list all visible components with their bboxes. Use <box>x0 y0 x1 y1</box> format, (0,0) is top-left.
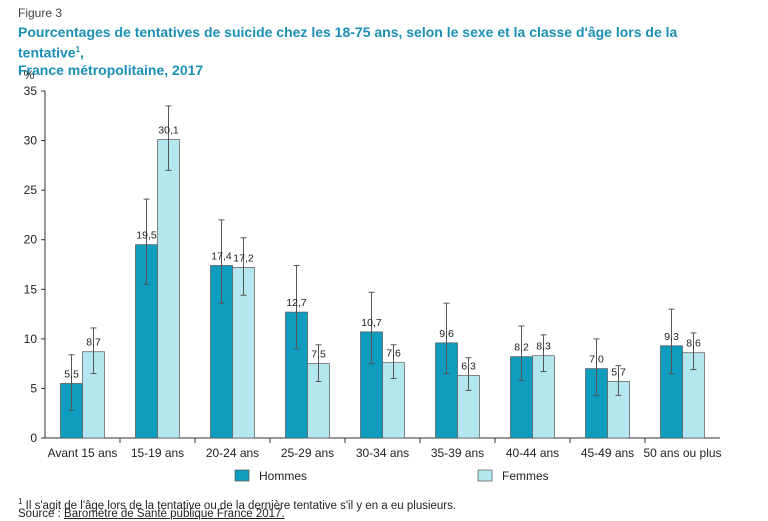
x-tick-label: 30-34 ans <box>356 446 409 460</box>
title-line2: France métropolitaine, 2017 <box>18 61 204 78</box>
legend-hommes-label: Hommes <box>259 469 307 483</box>
bar-femmes <box>157 139 180 439</box>
title-line1: Pourcentages de tentatives de suicide ch… <box>18 24 678 61</box>
chart-title: Pourcentages de tentatives de suicide ch… <box>18 24 678 78</box>
data-label: 30,1 <box>158 125 179 137</box>
data-label: 8,6 <box>686 338 701 350</box>
x-tick-label: 40-44 ans <box>506 446 559 460</box>
data-label: 9,6 <box>439 328 454 340</box>
y-tick-label: 30 <box>24 134 38 148</box>
y-tick-label: 35 <box>24 84 38 98</box>
data-label: 7,0 <box>589 354 604 366</box>
y-axis-label: % <box>24 68 35 82</box>
data-label: 8,7 <box>86 337 101 349</box>
x-tick-label: 35-39 ans <box>431 446 484 460</box>
source-name: Baromètre de Santé publique France 2017. <box>64 508 285 520</box>
y-tick-label: 15 <box>24 282 38 296</box>
y-tick-label: 20 <box>24 233 38 247</box>
data-label: 5,5 <box>64 368 79 380</box>
data-label: 12,7 <box>286 297 307 309</box>
source-prefix: Source : <box>18 508 65 520</box>
data-label: 8,3 <box>536 341 551 353</box>
data-label: 9,3 <box>664 331 679 343</box>
x-tick-label: 20-24 ans <box>206 446 259 460</box>
y-tick-label: 10 <box>24 332 38 346</box>
data-label: 19,5 <box>136 230 157 242</box>
x-tick-label: 50 ans ou plus <box>643 446 721 460</box>
figure-label: Figure 3 <box>18 6 63 20</box>
x-tick-label: 25-29 ans <box>281 446 334 460</box>
y-tick-label: 0 <box>30 431 37 445</box>
data-label: 5,7 <box>611 366 626 378</box>
data-label: 6,3 <box>461 361 476 373</box>
source: Source : Baromètre de Santé publique Fra… <box>18 508 285 520</box>
legend-femmes-swatch <box>477 469 493 482</box>
data-label: 17,2 <box>233 252 254 264</box>
x-tick-label: Avant 15 ans <box>48 446 118 460</box>
data-label: 17,4 <box>211 250 232 262</box>
footnote-text: Il s'agit de l'âge lors de la tentative … <box>25 499 457 512</box>
data-label: 8,2 <box>514 342 529 354</box>
title-footnote-mark: 1 <box>75 45 81 54</box>
legend-hommes-swatch <box>234 469 250 482</box>
legend-femmes-label: Femmes <box>502 469 549 483</box>
data-label: 7,6 <box>386 348 401 360</box>
data-label: 7,5 <box>311 349 326 361</box>
x-tick-label: 15-19 ans <box>131 446 184 460</box>
x-tick-label: 45-49 ans <box>581 446 634 460</box>
bar-chart: 0 5 10 15 20 25 30 35% Avant 15 ans 5,5 8,7 15-19 a… <box>24 68 722 483</box>
y-tick-label: 25 <box>24 183 38 197</box>
data-label: 10,7 <box>361 317 382 329</box>
y-tick-label: 5 <box>30 381 37 395</box>
footnote-mark: 1 <box>18 497 23 506</box>
footnote: 1 Il s'agit de l'âge lors de la tentativ… <box>18 495 456 513</box>
